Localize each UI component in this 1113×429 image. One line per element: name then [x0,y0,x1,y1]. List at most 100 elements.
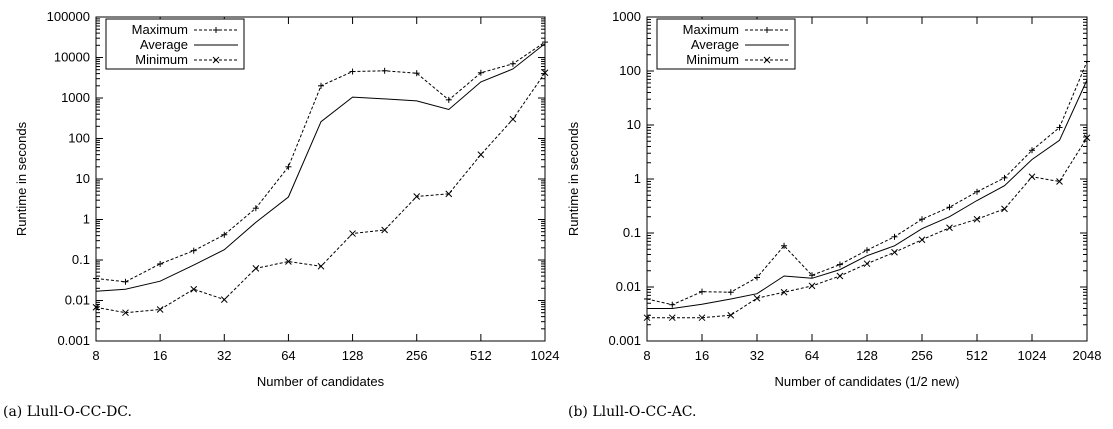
series-line-maximum [646,61,1088,306]
data-point-maximum [509,60,516,67]
y-tick-label: 0.01 [65,293,90,308]
data-point-maximum [157,260,164,267]
data-point-maximum [477,69,484,76]
data-point-maximum [1001,174,1008,181]
data-point-minimum [252,265,260,272]
chart-b: 0.001 0.01 0.1 1 10 100 1000 8 16 32 64 128 256 512 10… [566,9,1102,389]
legend-label-minimum: Minimum [686,52,739,67]
legend-marker-maximum [764,27,770,33]
data-point-minimum [643,314,651,322]
x-tick-label: 16 [695,348,709,363]
data-point-minimum [413,193,421,200]
data-point-maximum [919,216,925,223]
x-tick-label: 512 [966,348,988,363]
data-point-minimum [891,248,898,256]
data-point-minimum [780,288,788,296]
data-point-minimum [317,262,325,270]
data-point-minimum [836,272,844,280]
data-point-minimum [946,224,953,232]
x-tick-label: 64 [281,348,295,363]
data-point-minimum [190,285,198,293]
caption-b: (b) Llull-O-CC-AC. [568,404,697,420]
data-point-minimum [973,215,981,223]
data-point-maximum [644,295,650,302]
x-tick-label: 32 [217,348,231,363]
y-tick-label: 100 [619,63,641,78]
x-tick-label: 256 [406,348,428,363]
data-point-minimum [1083,134,1091,142]
data-point-maximum [1029,147,1035,154]
data-point-maximum [190,247,197,254]
x-tick-label: 16 [153,348,167,363]
y-tick-label: 0.001 [57,333,90,348]
x-tick-label: 1024 [1018,348,1047,363]
data-point-maximum [809,272,815,279]
data-point-maximum [317,82,324,89]
y-tick-label: 100000 [47,9,90,24]
data-point-maximum [1084,58,1090,65]
legend-box [105,18,245,70]
y-tick-label: 1000 [612,9,641,24]
data-point-minimum [156,306,164,313]
x-tick-label: 8 [92,348,99,363]
series-line-average [647,79,1088,309]
data-point-maximum [252,205,259,212]
data-point-maximum [221,231,228,238]
data-point-minimum [92,303,100,311]
data-point-maximum [864,247,870,254]
legend-label-maximum: Maximum [683,22,739,37]
data-point-maximum [349,68,356,75]
y-tick-label: 1 [634,171,641,186]
legend-marker-minimum [212,56,220,64]
data-point-minimum [381,226,388,234]
data-point-minimum [220,296,228,303]
y-tick-label: 10000 [54,50,90,65]
data-point-maximum [781,242,788,249]
data-point-maximum [285,163,292,170]
x-tick-label: 32 [750,348,764,363]
data-point-maximum [699,288,705,295]
y-tick-label: 100 [68,131,90,146]
data-point-maximum [974,188,980,195]
y-tick-label: 0.1 [72,252,90,267]
data-point-maximum [381,67,388,74]
y-tick-label: 1000 [61,90,90,105]
y-axis-label: Runtime in seconds [14,121,29,236]
legend-label-minimum: Minimum [135,52,188,67]
data-point-maximum [669,301,676,308]
legend-label-average: Average [140,37,188,52]
x-axis-label: Number of candidates (1/2 new) [775,374,960,389]
data-point-maximum [836,261,843,268]
data-point-minimum [918,236,926,244]
x-tick-label: 2048 [1073,348,1102,363]
data-point-minimum [808,282,816,290]
legend-box [656,18,796,70]
data-point-minimum [477,151,485,158]
x-tick-label: 8 [643,348,650,363]
y-tick-label: 0.1 [623,225,641,240]
y-tick-label: 10 [76,171,90,186]
data-point-minimum [445,190,453,198]
x-tick-label: 512 [470,348,492,363]
data-point-minimum [1001,205,1008,213]
y-tick-label: 1 [83,212,90,227]
data-point-minimum [122,309,129,317]
x-tick-label: 128 [856,348,878,363]
data-point-minimum [698,314,706,322]
x-tick-label: 256 [911,348,933,363]
y-axis-label: Runtime in seconds [566,121,581,236]
y-tick-label: 0.001 [608,333,641,348]
series-line-maximum [95,41,546,283]
y-tick-label: 10 [627,117,641,132]
data-point-minimum [1056,178,1063,185]
legend-marker-minimum [763,56,771,64]
legend-label-maximum: Maximum [132,22,188,37]
caption-a: (a) Llull-O-CC-DC. [3,404,132,420]
data-point-maximum [1056,124,1063,131]
x-axis-label: Number of candidates [257,374,385,389]
y-tick-label: 0.01 [616,279,641,294]
data-point-maximum [891,233,898,240]
data-point-minimum [509,115,517,123]
data-point-minimum [727,311,735,319]
data-point-minimum [541,69,549,77]
